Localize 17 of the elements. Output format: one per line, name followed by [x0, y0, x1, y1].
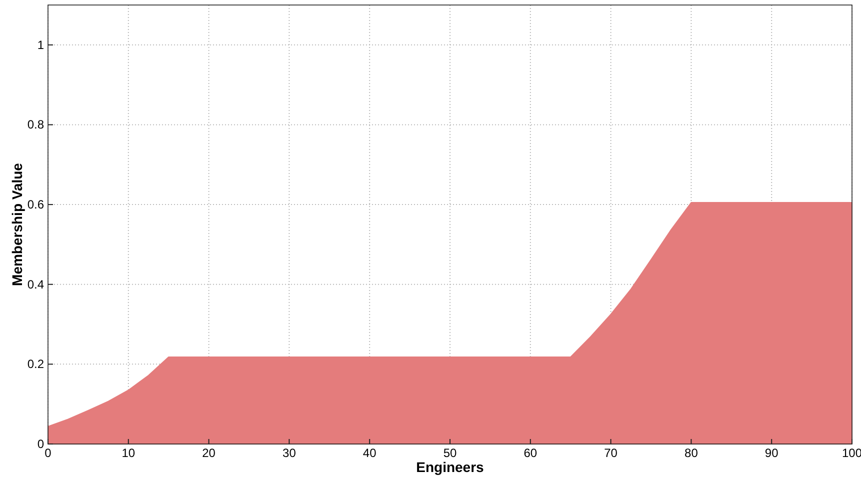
- x-tick-label: 30: [282, 446, 296, 460]
- y-tick-label: 0.8: [27, 118, 44, 132]
- y-tick-label: 1: [37, 38, 44, 52]
- x-tick-label: 60: [524, 446, 538, 460]
- y-axis-title: Membership Value: [9, 162, 25, 286]
- x-axis-title: Engineers: [416, 459, 484, 475]
- y-tick-label: 0.4: [27, 277, 44, 292]
- x-tick-label: 70: [604, 446, 618, 460]
- y-tick-label: 0.6: [27, 198, 44, 212]
- x-tick-label: 40: [362, 446, 377, 460]
- x-tick-label: 80: [684, 446, 698, 460]
- x-tick-label: 50: [443, 446, 457, 460]
- x-tick-label: 10: [122, 446, 136, 460]
- y-tick-label: 0: [37, 437, 44, 451]
- x-tick-label: 90: [764, 446, 779, 460]
- x-tick-label: 20: [202, 446, 216, 460]
- y-tick-label: 0.2: [27, 357, 44, 372]
